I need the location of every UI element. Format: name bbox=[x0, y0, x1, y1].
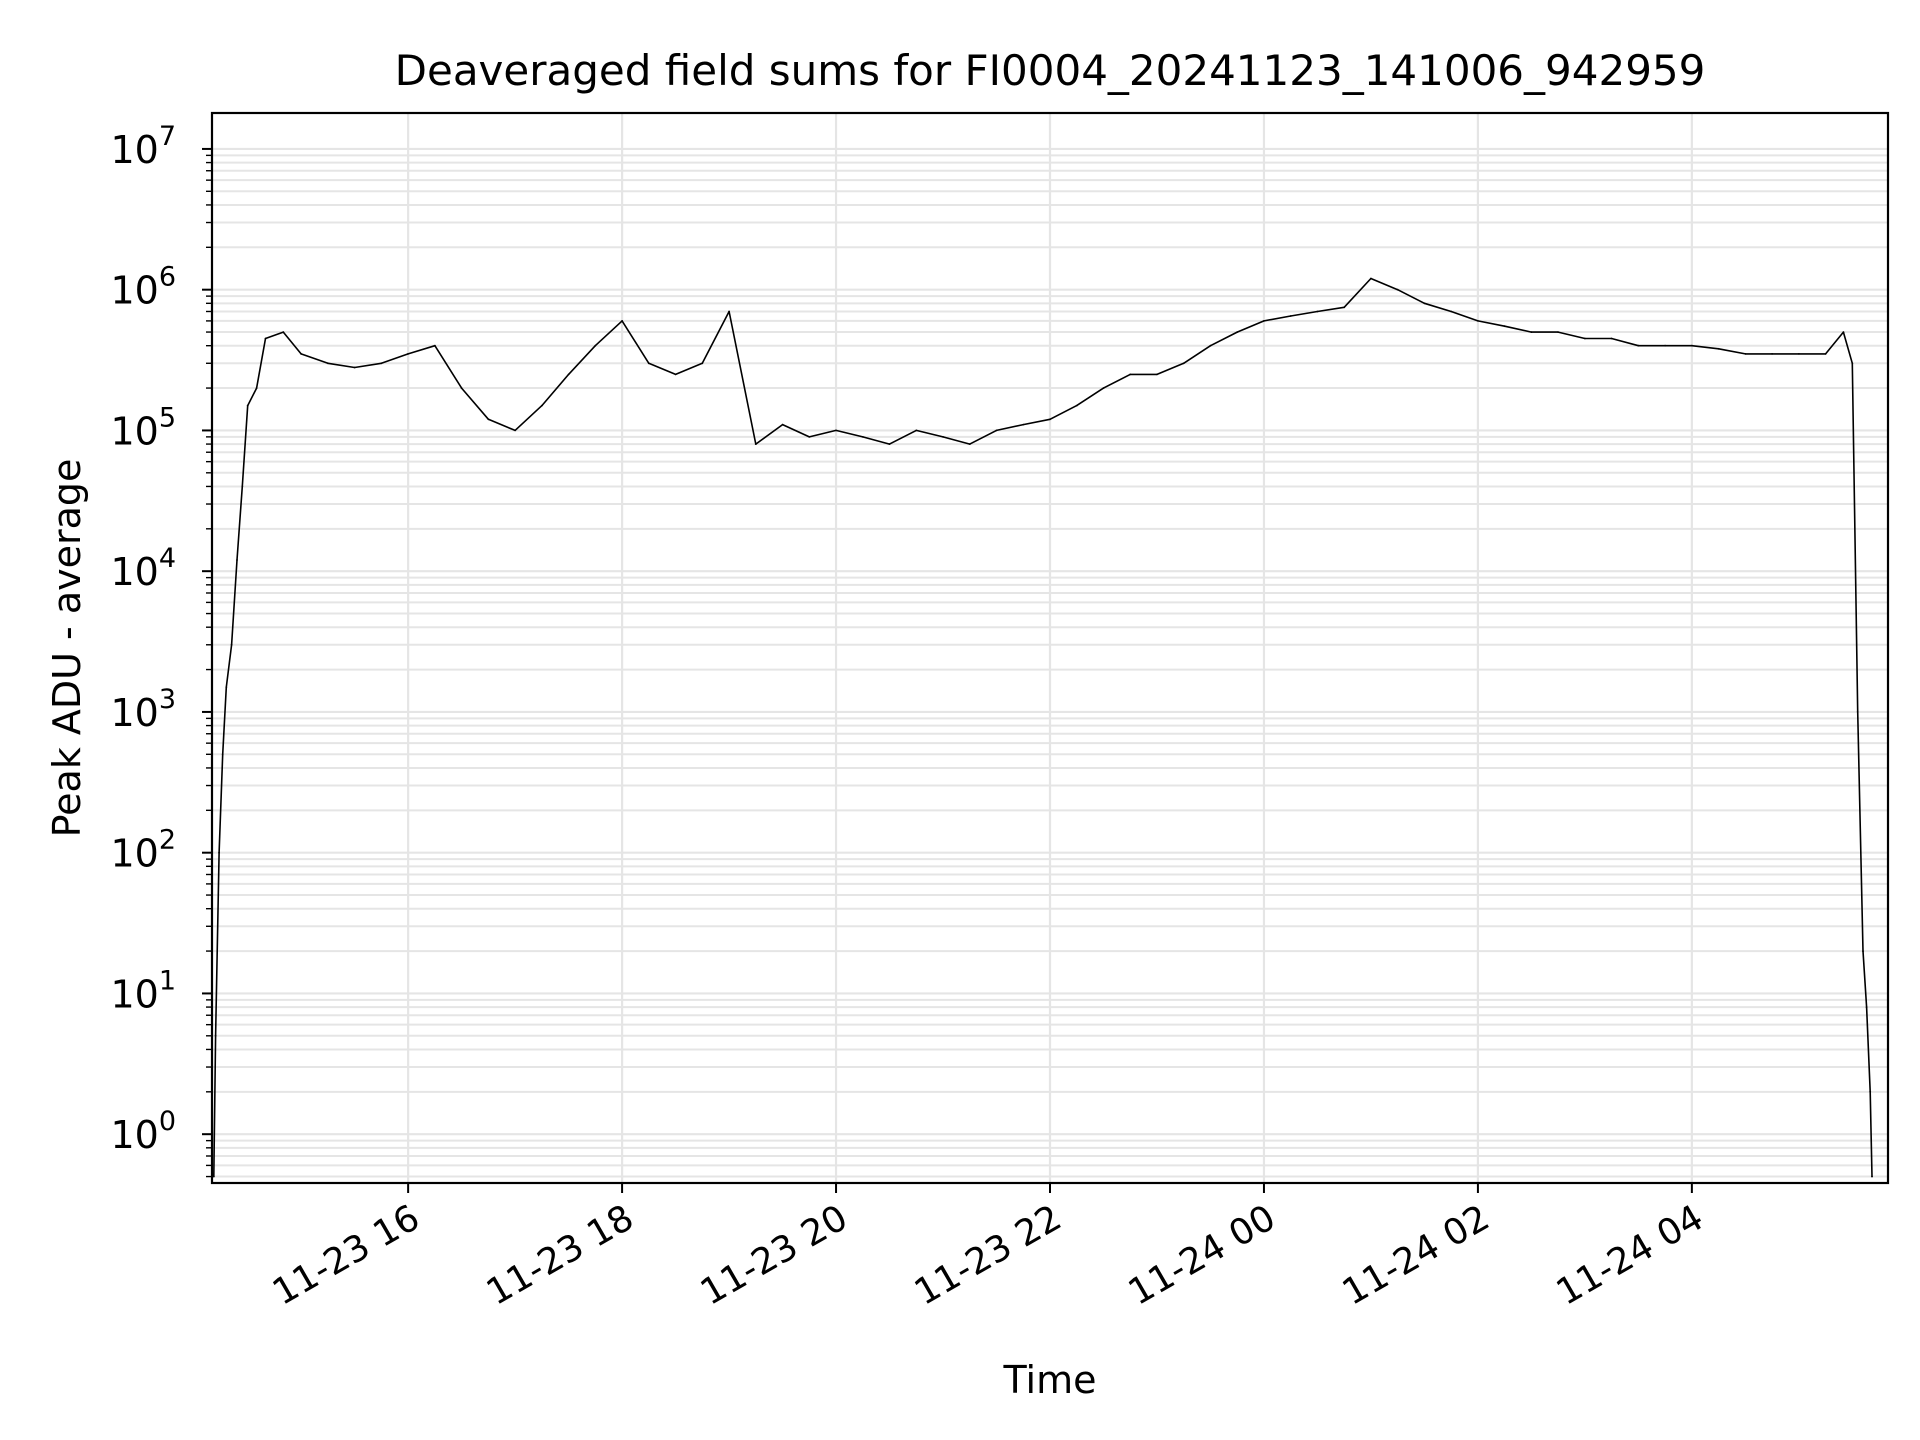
data-point bbox=[541, 404, 543, 407]
data-point bbox=[1744, 353, 1747, 355]
data-point bbox=[781, 423, 784, 426]
data-point bbox=[1717, 347, 1720, 350]
data-point bbox=[236, 559, 238, 561]
data-point bbox=[594, 344, 597, 347]
data-point bbox=[1236, 331, 1239, 333]
data-point bbox=[1664, 344, 1666, 347]
data-point bbox=[674, 373, 677, 376]
data-point bbox=[1503, 325, 1506, 328]
data-point bbox=[1396, 288, 1399, 291]
data-point bbox=[1129, 373, 1132, 376]
data-point bbox=[995, 429, 998, 432]
data-point bbox=[1798, 353, 1800, 355]
y-tick-label: 102 bbox=[110, 825, 176, 876]
data-point bbox=[1691, 344, 1693, 347]
data-point bbox=[212, 1175, 215, 1178]
data-point bbox=[1182, 362, 1185, 365]
series-layer bbox=[212, 277, 1873, 1178]
y-tick-label: 104 bbox=[110, 543, 176, 594]
data-point bbox=[1423, 302, 1426, 305]
data-point bbox=[282, 331, 285, 333]
data-point bbox=[1075, 404, 1078, 407]
data-point bbox=[1530, 331, 1533, 333]
data-point bbox=[1477, 320, 1479, 322]
data-point bbox=[1851, 362, 1854, 365]
data-point bbox=[1209, 344, 1212, 347]
chart-title: Deaveraged field sums for FI0004_2024112… bbox=[395, 46, 1706, 95]
data-point bbox=[1450, 310, 1453, 313]
y-tick-label: 107 bbox=[110, 121, 176, 172]
data-point bbox=[835, 429, 837, 432]
y-tick-label: 101 bbox=[110, 965, 176, 1016]
data-point bbox=[1869, 1090, 1872, 1093]
data-point bbox=[1856, 711, 1859, 713]
data-point bbox=[514, 429, 516, 432]
data-point bbox=[214, 1034, 217, 1037]
data-point bbox=[1316, 310, 1319, 313]
data-point bbox=[225, 686, 228, 689]
data-point bbox=[300, 353, 302, 355]
data-point bbox=[264, 337, 267, 340]
data-point bbox=[218, 851, 221, 854]
data-point bbox=[1771, 353, 1773, 355]
data-point bbox=[1289, 315, 1292, 317]
data-point bbox=[353, 366, 356, 369]
data-point bbox=[380, 362, 383, 365]
y-axis-label: Peak ADU - average bbox=[45, 459, 89, 838]
data-point bbox=[1637, 344, 1640, 347]
data-point bbox=[915, 429, 918, 432]
data-point bbox=[1610, 337, 1613, 340]
data-point bbox=[888, 443, 891, 445]
data-point bbox=[407, 353, 409, 355]
data-point bbox=[1022, 423, 1025, 426]
data-point bbox=[241, 485, 244, 488]
data-point bbox=[728, 310, 730, 313]
data-point bbox=[621, 320, 623, 322]
data-point bbox=[221, 753, 224, 756]
data-point bbox=[487, 418, 490, 421]
data-point bbox=[942, 436, 944, 438]
data-point bbox=[1584, 337, 1586, 340]
y-tick-label: 106 bbox=[110, 262, 176, 313]
y-tick-label: 103 bbox=[110, 684, 176, 735]
data-point bbox=[1865, 1006, 1868, 1008]
data-point bbox=[1263, 320, 1265, 322]
data-point bbox=[968, 443, 971, 445]
data-point bbox=[861, 436, 864, 438]
y-tick-label: 100 bbox=[110, 1106, 176, 1157]
data-point bbox=[567, 373, 570, 376]
data-point bbox=[1049, 418, 1051, 421]
data-point bbox=[1156, 373, 1158, 376]
data-point bbox=[1824, 353, 1827, 355]
data-point bbox=[1343, 306, 1346, 309]
data-point bbox=[754, 443, 757, 445]
data-point bbox=[1871, 1175, 1873, 1178]
data-point bbox=[434, 344, 436, 347]
data-point bbox=[1557, 331, 1559, 333]
data-point bbox=[1370, 277, 1372, 280]
data-point bbox=[701, 362, 704, 365]
data-point bbox=[246, 404, 249, 407]
data-point bbox=[808, 436, 811, 438]
data-point bbox=[1862, 950, 1864, 952]
grid bbox=[212, 113, 1888, 1183]
data-point bbox=[327, 362, 329, 365]
data-point bbox=[647, 362, 650, 365]
x-axis-label: Time bbox=[1003, 1358, 1097, 1402]
data-point bbox=[1102, 387, 1105, 389]
data-point bbox=[255, 387, 258, 389]
y-tick-label: 105 bbox=[110, 402, 176, 453]
data-point bbox=[230, 643, 233, 646]
data-point bbox=[1842, 331, 1845, 333]
data-point bbox=[460, 387, 463, 389]
